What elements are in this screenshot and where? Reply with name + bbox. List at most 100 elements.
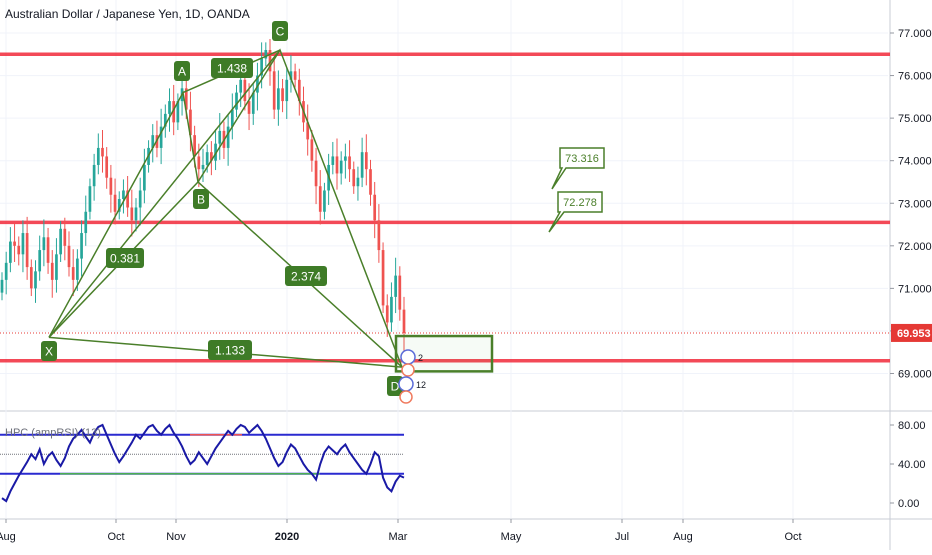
time-tick-label: Oct: [784, 531, 801, 543]
candles-layer: [0, 38, 406, 351]
chart-title: Australian Dollar / Japanese Yen, 1D, OA…: [5, 7, 250, 21]
pattern-ratio-3[interactable]: 1.133: [208, 340, 252, 360]
candle-body: [218, 130, 222, 144]
price-tick-label: 77.000: [898, 28, 932, 40]
pattern-ratio-1[interactable]: 0.381: [106, 248, 144, 268]
candle-body: [197, 156, 201, 170]
candle-body: [285, 79, 289, 102]
candle-body: [80, 233, 83, 259]
rsi-pane: 80.00 40.00 0.00: [0, 420, 926, 510]
candle-body: [281, 88, 284, 102]
pattern-ratio-3-text: 1.133: [215, 344, 245, 358]
candle-body: [306, 122, 310, 140]
candle-body: [76, 258, 79, 280]
candle-body: [117, 198, 121, 212]
candle-body: [377, 220, 381, 251]
candle-body: [29, 267, 33, 289]
candle-body: [339, 160, 343, 174]
event-badge-circle: [399, 390, 413, 404]
candle-body: [381, 250, 385, 306]
event-badge-count: 2: [418, 353, 423, 363]
pattern-ratio-0[interactable]: 1.438: [211, 58, 253, 78]
event-badge[interactable]: 2: [400, 349, 423, 377]
candle-body: [21, 233, 25, 255]
candle-body: [126, 190, 129, 208]
candle-body: [369, 169, 372, 195]
candle-body: [55, 254, 58, 280]
candle-body: [318, 186, 322, 212]
time-tick-label: Nov: [166, 531, 186, 543]
candle-body: [151, 135, 155, 148]
candle-body: [390, 296, 393, 323]
pattern-point-x[interactable]: X: [41, 341, 57, 361]
candle-body: [310, 139, 314, 161]
harmonic-pattern[interactable]: X A B C D 1.438 0.381 2.374 1.133 2 12: [41, 21, 494, 404]
candle-body: [251, 92, 255, 114]
rsi-line[interactable]: [1, 423, 405, 503]
price-axis[interactable]: 77.000 76.000 75.000 74.000 73.000 72.000 71.0…: [890, 28, 932, 381]
time-tick-label: Aug: [673, 531, 693, 543]
candle-body: [247, 101, 251, 114]
rsi-tick-label: 40.00: [898, 459, 926, 471]
pattern-point-a-text: A: [178, 65, 186, 79]
candle-body: [314, 160, 318, 187]
pattern-point-b-bg: [193, 189, 209, 209]
time-tick-label: Aug: [0, 531, 16, 543]
candle-body: [268, 50, 272, 72]
candle-body: [0, 279, 4, 293]
pattern-point-b-text: B: [197, 193, 205, 207]
pattern-ratio-2[interactable]: 2.374: [285, 266, 327, 286]
candle-body: [210, 152, 213, 161]
price-tick-label: 75.000: [898, 113, 932, 125]
candle-body: [101, 147, 104, 157]
candle-body: [398, 275, 402, 310]
candle-body: [239, 79, 243, 93]
time-tick-label: Oct: [107, 531, 124, 543]
candle-body: [59, 228, 62, 255]
candle-body: [360, 152, 364, 178]
pattern-point-c[interactable]: C: [272, 21, 288, 41]
pattern-point-c-text: C: [276, 25, 285, 39]
pattern-ratio-1-bg: [106, 248, 144, 268]
price-tick-label: 71.000: [898, 283, 932, 295]
pattern-ratio-0-text: 1.438: [217, 62, 247, 76]
candle-body: [50, 262, 54, 280]
pattern-ratio-3-bg: [208, 340, 252, 360]
candle-body: [293, 71, 297, 80]
candle-body: [143, 164, 146, 191]
candle-body: [105, 156, 109, 178]
candle-body: [243, 79, 247, 102]
target-callout[interactable]: 72.278: [548, 191, 603, 233]
time-tick-label: 2020: [275, 531, 299, 543]
candle-body: [25, 233, 29, 268]
candle-body: [122, 190, 125, 199]
candle-body: [168, 101, 171, 114]
candle-body: [189, 109, 192, 136]
target-callout[interactable]: 73.316: [551, 147, 605, 190]
pattern-ratio-1-text: 0.381: [110, 252, 140, 266]
pattern-point-a[interactable]: A: [174, 61, 190, 81]
rsi-title: HPC (ampRSI) (13): [5, 427, 101, 439]
time-tick-label: May: [501, 531, 522, 543]
target-callout-text: 73.316: [565, 153, 599, 165]
target-callout-shape: [548, 191, 603, 233]
candle-body: [163, 113, 167, 127]
pattern-leg-xc[interactable]: [48, 49, 281, 338]
candle-body: [71, 267, 75, 280]
time-axis[interactable]: Aug Oct Nov 2020 Mar May Jul Aug Oct: [0, 519, 802, 543]
pattern-point-c-bg: [272, 21, 288, 41]
pattern-ratio-2-text: 2.374: [291, 270, 321, 284]
pattern-point-b[interactable]: B: [193, 189, 209, 209]
current-price-label: 69.953: [897, 328, 931, 340]
candle-body: [88, 186, 92, 212]
event-badge[interactable]: 12: [398, 376, 426, 404]
rsi-tick-label: 80.00: [898, 420, 926, 432]
candle-body: [13, 241, 16, 246]
candle-body: [364, 152, 368, 170]
candle-body: [385, 305, 389, 323]
event-badge-circle: [401, 363, 415, 377]
candle-body: [235, 92, 238, 110]
